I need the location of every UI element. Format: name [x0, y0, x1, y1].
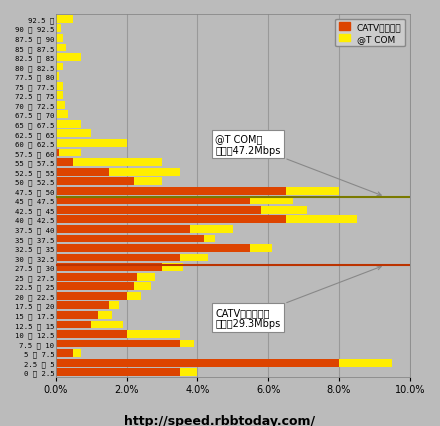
Bar [339, 359, 392, 367]
Bar [56, 368, 180, 376]
Bar [56, 130, 91, 138]
Bar [250, 197, 293, 205]
Bar [91, 321, 123, 328]
Bar [56, 54, 81, 62]
Bar [205, 235, 215, 243]
Bar [261, 207, 307, 214]
Bar [56, 92, 63, 100]
Bar [98, 311, 112, 319]
Bar [127, 292, 141, 300]
Bar [56, 140, 127, 147]
Bar [56, 235, 205, 243]
Bar [56, 101, 65, 109]
Bar [56, 197, 250, 205]
Bar [73, 349, 81, 357]
Bar [250, 245, 271, 252]
Bar [134, 283, 151, 291]
Bar [56, 149, 59, 157]
Bar [56, 16, 73, 23]
Bar [56, 178, 134, 186]
Bar [56, 159, 73, 167]
Text: CATVサービスの
平均：29.3Mbps: CATVサービスの 平均：29.3Mbps [215, 266, 381, 328]
Bar [56, 187, 286, 195]
Bar [180, 340, 194, 348]
Bar [56, 359, 339, 367]
Bar [56, 73, 59, 81]
Bar [137, 273, 155, 281]
Bar [180, 368, 198, 376]
Bar [73, 159, 162, 167]
Bar [56, 292, 127, 300]
Bar [286, 187, 339, 195]
Bar [56, 264, 162, 271]
Bar [56, 216, 286, 224]
Bar [56, 207, 261, 214]
Bar [56, 44, 66, 52]
Bar [56, 168, 109, 176]
Bar [56, 349, 73, 357]
Bar [56, 254, 180, 262]
Bar [56, 35, 63, 43]
Bar [56, 83, 63, 90]
Legend: CATVサービス, @T COM: CATVサービス, @T COM [335, 20, 405, 47]
Bar [109, 302, 120, 310]
Bar [190, 225, 233, 233]
Bar [56, 330, 127, 338]
Bar [127, 330, 180, 338]
Bar [109, 168, 180, 176]
Bar [56, 283, 134, 291]
Bar [56, 225, 190, 233]
Bar [56, 111, 68, 119]
Bar [56, 245, 250, 252]
Bar [56, 26, 61, 33]
Text: @T COMの
平均：47.2Mbps: @T COMの 平均：47.2Mbps [215, 134, 381, 196]
Bar [286, 216, 357, 224]
Bar [59, 149, 81, 157]
Bar [56, 63, 63, 71]
Bar [180, 254, 208, 262]
Bar [134, 178, 162, 186]
Text: http://speed.rbbtoday.com/: http://speed.rbbtoday.com/ [125, 414, 315, 426]
Bar [56, 311, 98, 319]
Bar [56, 321, 91, 328]
Bar [56, 273, 137, 281]
Bar [56, 302, 109, 310]
Bar [56, 121, 81, 129]
Bar [162, 264, 183, 271]
Bar [56, 340, 180, 348]
